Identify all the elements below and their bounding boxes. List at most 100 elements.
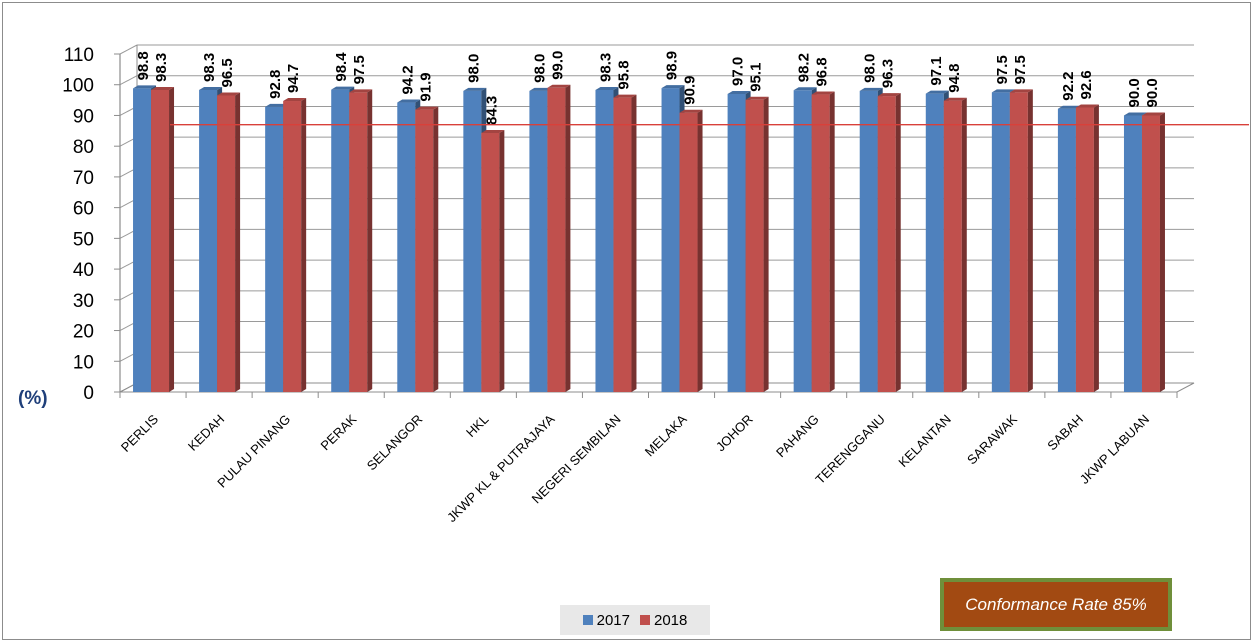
bar-top bbox=[331, 86, 355, 90]
data-label-2018: 97.5 bbox=[1012, 55, 1029, 84]
data-label-2018: 92.6 bbox=[1078, 70, 1095, 99]
data-label-2017: 98.0 bbox=[531, 54, 548, 83]
bar-top bbox=[595, 86, 619, 90]
y-tick-label: 60 bbox=[73, 199, 94, 220]
data-label-2017: 98.3 bbox=[597, 53, 614, 82]
legend-label-2017: 2017 bbox=[596, 611, 630, 629]
bar-2017-melaka bbox=[661, 88, 680, 392]
bar-2018-terengganu bbox=[877, 96, 896, 392]
y-tick-labels: 0 10 20 30 40 50 60 70 80 90 100 110 bbox=[62, 45, 94, 404]
bar-side bbox=[169, 86, 175, 392]
bar-top bbox=[925, 90, 949, 94]
bar-top bbox=[727, 90, 751, 94]
bar-side bbox=[367, 89, 373, 392]
y-tick-label: 100 bbox=[62, 76, 94, 97]
bar-2017-sabah bbox=[1057, 108, 1076, 392]
bar-2018-johor bbox=[745, 99, 764, 393]
bar-2017-hkl bbox=[463, 90, 482, 392]
bar-2017-kelantan bbox=[925, 93, 944, 392]
bar-side bbox=[565, 84, 571, 393]
y-tick-label: 90 bbox=[73, 106, 94, 127]
data-label-2018: 84.3 bbox=[483, 96, 500, 125]
legend-item-2017: 2017 bbox=[582, 611, 630, 629]
bar-top bbox=[463, 87, 487, 91]
data-label-2018: 96.5 bbox=[219, 58, 236, 87]
category-label: MELAKA bbox=[642, 411, 690, 459]
data-label-2018: 90.0 bbox=[1144, 78, 1161, 107]
bar-2017-jkwp-labuan bbox=[1123, 115, 1142, 393]
bar-top bbox=[283, 98, 307, 102]
bar-2018-negeri-sembilan bbox=[613, 97, 632, 393]
bar-top bbox=[529, 87, 553, 91]
bar-2017-selangor bbox=[397, 102, 416, 393]
y-tick-label: 10 bbox=[73, 352, 94, 373]
bar-top bbox=[547, 84, 571, 88]
bar-top bbox=[859, 87, 883, 91]
conformance-rate-box: Conformance Rate 85% bbox=[940, 578, 1172, 631]
y-axis-unit-label: (%) bbox=[18, 388, 48, 409]
data-label-2018: 94.7 bbox=[285, 64, 302, 93]
category-label: SELANGOR bbox=[364, 412, 426, 474]
data-label-2017: 92.2 bbox=[1060, 71, 1077, 100]
category-label: PAHANG bbox=[773, 412, 822, 461]
bar-2018-sabah bbox=[1075, 107, 1094, 392]
bar-top bbox=[1009, 89, 1033, 93]
category-label: PERAK bbox=[318, 411, 360, 453]
data-label-2018: 91.9 bbox=[417, 72, 434, 101]
bar-top bbox=[613, 94, 637, 98]
data-label-2017: 98.0 bbox=[862, 54, 879, 83]
data-label-2018: 96.3 bbox=[880, 59, 897, 88]
bar-side bbox=[697, 109, 703, 393]
bar-2017-pulau-pinang bbox=[265, 106, 284, 393]
bar-side bbox=[1027, 89, 1033, 392]
category-label: JOHOR bbox=[713, 412, 756, 455]
data-label-2017: 98.9 bbox=[664, 51, 681, 80]
bar-2018-jkwp-labuan bbox=[1141, 115, 1160, 393]
bar-2017-sarawak bbox=[991, 92, 1010, 392]
data-label-2017: 97.1 bbox=[928, 56, 945, 85]
category-label: SARAWAK bbox=[964, 411, 1020, 467]
bar-2017-jkwp-kl-putrajaya bbox=[529, 90, 548, 392]
data-label-2017: 97.0 bbox=[730, 57, 747, 86]
category-label: JKWP LABUAN bbox=[1077, 412, 1152, 487]
data-label-2017: 94.2 bbox=[399, 65, 416, 94]
category-label: SABAH bbox=[1044, 412, 1086, 454]
category-label: JKWP KL & PUTRAJAYA bbox=[444, 411, 558, 525]
bar-side bbox=[1159, 112, 1165, 393]
data-label-2018: 96.8 bbox=[814, 57, 831, 86]
bar-top bbox=[481, 129, 505, 133]
y-tick-label: 20 bbox=[73, 322, 94, 343]
data-label-2017: 98.8 bbox=[135, 51, 152, 80]
bar-side bbox=[433, 106, 439, 392]
bar-top bbox=[793, 87, 817, 91]
data-label-2018: 95.8 bbox=[615, 60, 632, 89]
category-label: PERLIS bbox=[118, 411, 162, 455]
category-label: KELANTAN bbox=[895, 412, 953, 470]
bar-top bbox=[1123, 112, 1147, 116]
y-tick-label: 70 bbox=[73, 168, 94, 189]
bar-side bbox=[829, 91, 835, 392]
data-label-2017: 98.3 bbox=[201, 53, 218, 82]
y-tick-label: 110 bbox=[64, 45, 94, 66]
bar-side bbox=[235, 92, 241, 393]
bar-top bbox=[943, 97, 967, 101]
bar-side bbox=[961, 97, 967, 393]
y-tick-label: 80 bbox=[73, 137, 94, 158]
category-label: HKL bbox=[463, 412, 491, 440]
legend: 2017 2018 bbox=[560, 605, 710, 635]
bar-2018-sarawak bbox=[1009, 92, 1028, 392]
bar-side bbox=[499, 129, 505, 392]
data-label-2017: 92.8 bbox=[267, 70, 284, 99]
bar-2017-negeri-sembilan bbox=[595, 89, 614, 392]
bar-2018-jkwp-kl-putrajaya bbox=[547, 87, 566, 393]
bar-2017-perak bbox=[331, 89, 350, 392]
bar-2018-melaka bbox=[679, 112, 698, 393]
bar-top bbox=[265, 103, 289, 107]
data-label-2017: 90.0 bbox=[1126, 78, 1143, 107]
data-label-2018: 94.8 bbox=[946, 64, 963, 93]
bar-top bbox=[1075, 104, 1099, 108]
y-tick-label: 30 bbox=[73, 291, 94, 312]
category-label: KEDAH bbox=[185, 412, 227, 454]
